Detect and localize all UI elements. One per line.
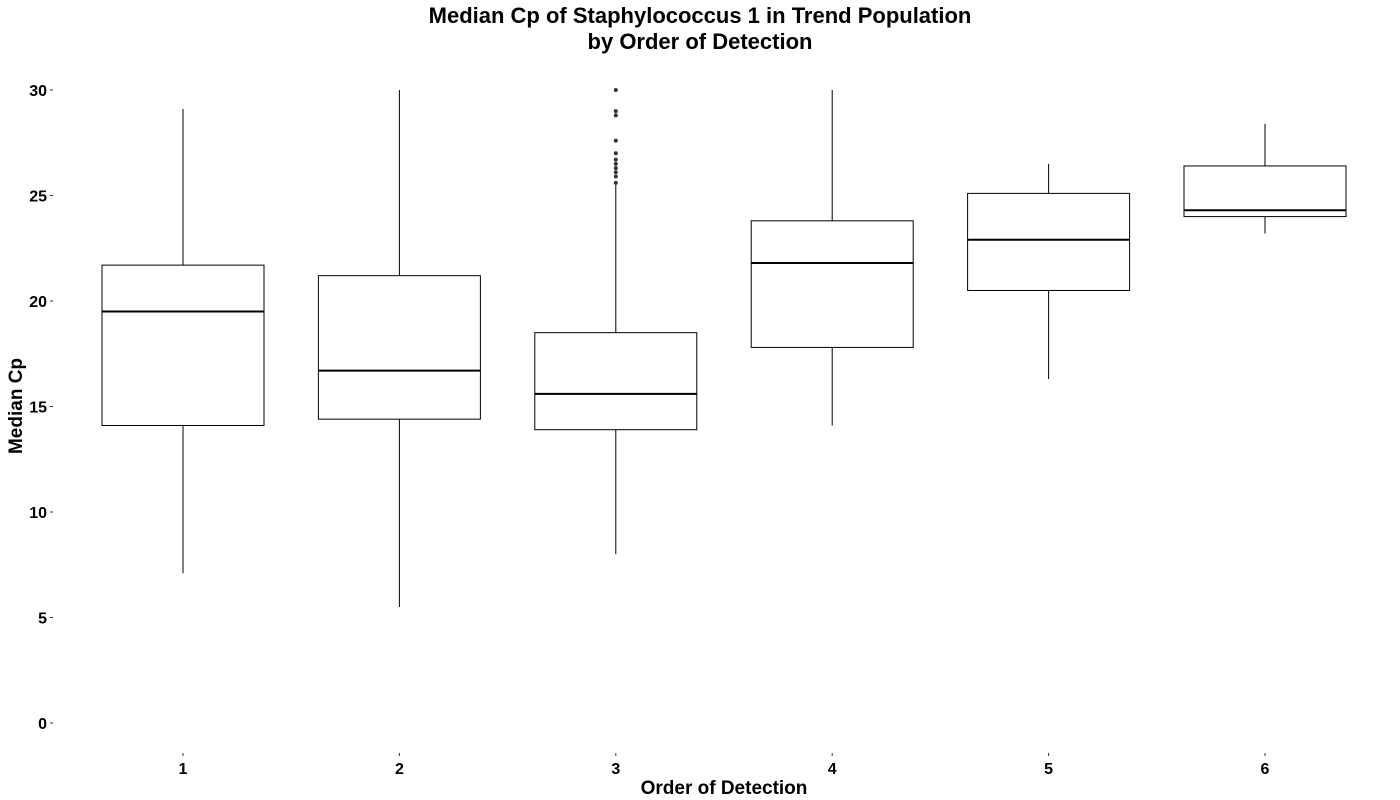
outlier-point [613,180,618,185]
outlier-point [613,174,618,179]
box-2 [317,90,481,607]
outlier-point [613,161,618,166]
outlier-point [613,113,618,118]
x-tick-label: 5 [1044,761,1053,778]
outlier-point [613,151,618,156]
box-iqr [967,192,1131,291]
y-tick-label: 30 [29,83,47,100]
box-4 [750,90,914,426]
outlier-point [613,138,618,143]
outlier-point [613,88,618,92]
x-tick-label: 6 [1261,761,1270,778]
y-tick-label: 25 [29,189,47,206]
x-axis-title: Order of Detection [641,778,808,799]
y-tick-label: 0 [38,716,47,733]
chart-title-line-1: Median Cp of Staphylococcus 1 in Trend P… [428,3,972,28]
x-axis: 1 2 3 4 5 6 [179,753,1270,778]
y-tick-label: 20 [29,294,47,311]
y-tick-label: 10 [29,505,47,522]
x-tick-label: 2 [395,761,404,778]
outlier-point [613,170,618,175]
box-iqr [534,332,698,431]
x-tick-label: 3 [611,761,620,778]
chart-title-line-2: by Order of Detection [587,29,813,54]
y-axis-title: Median Cp [6,358,27,454]
outlier-point [613,166,618,171]
x-tick-label: 1 [179,761,188,778]
chart-title: Median Cp of Staphylococcus 1 in Trend P… [0,3,1400,55]
y-tick-label: 15 [29,400,47,417]
x-tick-label: 4 [828,761,837,778]
box-iqr [750,220,914,348]
box-iqr [1183,165,1347,218]
box-5 [967,163,1131,380]
box-series [101,88,1347,607]
outlier-point [613,109,618,114]
box-3 [534,88,698,555]
box-iqr [101,264,265,426]
box-6 [1183,123,1347,234]
y-tick-label: 5 [38,611,47,628]
box-1 [101,108,265,574]
outlier-point [613,157,618,162]
box-iqr [317,275,481,420]
y-axis: 0 5 10 15 20 25 30 [29,83,53,733]
